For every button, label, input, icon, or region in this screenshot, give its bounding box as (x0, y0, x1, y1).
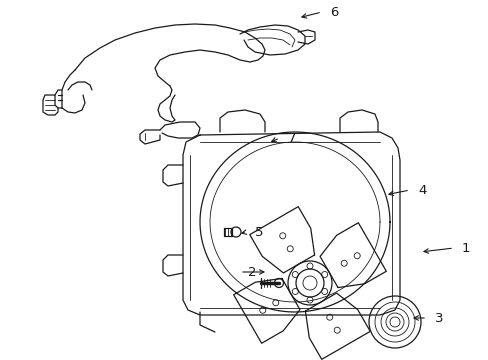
Text: 1: 1 (461, 242, 469, 255)
Text: 5: 5 (254, 225, 263, 238)
Text: 2: 2 (247, 266, 256, 279)
Text: 4: 4 (417, 184, 426, 197)
Text: 6: 6 (329, 5, 338, 18)
Text: 3: 3 (434, 311, 443, 324)
Text: 7: 7 (287, 131, 296, 144)
